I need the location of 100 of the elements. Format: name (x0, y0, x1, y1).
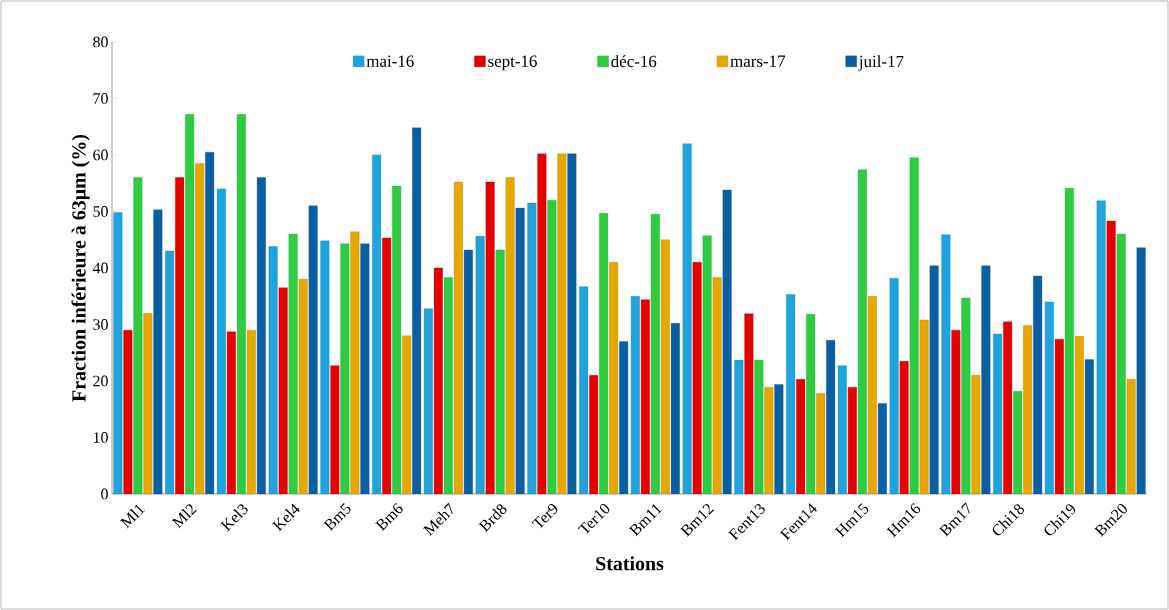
bar (153, 209, 163, 494)
bar (670, 323, 680, 494)
bar (1106, 220, 1116, 494)
bar (360, 243, 370, 494)
y-tick-label: 20 (93, 375, 108, 387)
bar (971, 375, 981, 494)
bar (857, 169, 867, 494)
bar (1096, 200, 1106, 494)
y-tick-label: 0 (101, 488, 108, 500)
bar (837, 365, 847, 494)
bar (609, 262, 619, 494)
bar (1074, 336, 1084, 494)
bar (692, 262, 702, 494)
x-tick-label: Ml2 (171, 504, 197, 529)
bar (185, 114, 195, 494)
bar (402, 335, 412, 494)
legend-label: mars-17 (730, 55, 786, 67)
bar (660, 239, 670, 494)
bar (640, 299, 650, 494)
bar (133, 177, 143, 494)
bar (1023, 325, 1033, 494)
bar (981, 265, 991, 494)
bar (961, 297, 971, 494)
bar (123, 329, 133, 494)
bar (1084, 359, 1094, 494)
bar (505, 177, 515, 494)
bar (909, 157, 919, 494)
bar (320, 240, 330, 494)
y-tick-label: 30 (93, 319, 108, 330)
bar (899, 361, 909, 494)
y-axis-title: Fraction inférieure à 63µm (%) (71, 134, 90, 402)
y-tick-label: 70 (93, 93, 108, 104)
bar (195, 163, 205, 494)
bar (786, 294, 796, 494)
bar (288, 233, 298, 494)
bar (1044, 301, 1054, 494)
bar (796, 379, 806, 494)
x-axis-title: Stations (596, 556, 664, 571)
bar (175, 177, 185, 494)
bar (1116, 233, 1126, 494)
bar (453, 181, 463, 494)
bar (547, 200, 557, 494)
bar (350, 231, 360, 494)
bar (929, 265, 939, 494)
legend-label: juil-17 (858, 55, 904, 71)
bar (1054, 339, 1064, 494)
bar (256, 177, 266, 494)
bar (298, 279, 308, 494)
bar (650, 214, 660, 494)
y-tick-label: 50 (93, 206, 108, 217)
bar (485, 181, 495, 494)
bar (433, 267, 443, 494)
bar (589, 375, 599, 494)
bar (754, 359, 764, 494)
bar (774, 384, 784, 494)
bar (113, 212, 123, 494)
bar (806, 314, 816, 494)
bar (226, 331, 236, 494)
bar (1033, 275, 1043, 494)
bar (1003, 321, 1013, 494)
bar (826, 340, 836, 494)
bar (463, 249, 473, 494)
bar (216, 188, 226, 494)
y-tick-label: 10 (93, 432, 108, 443)
bar (330, 365, 340, 494)
bar (1064, 188, 1074, 494)
bar (951, 329, 961, 494)
bar (372, 154, 382, 494)
y-tick-label: 60 (93, 149, 108, 161)
bar (567, 153, 577, 494)
x-tick-label: Ter9 (531, 503, 558, 529)
bar (143, 313, 153, 494)
bar (423, 308, 433, 494)
bar (993, 333, 1003, 494)
bar (236, 114, 246, 494)
bar (557, 153, 567, 494)
bar (340, 243, 350, 494)
bar (382, 237, 392, 494)
bar (877, 403, 887, 494)
bar (308, 205, 318, 494)
y-tick-label: 80 (93, 36, 108, 48)
bar (246, 329, 256, 494)
bar (702, 235, 712, 494)
bar (412, 127, 422, 494)
bar (1126, 379, 1136, 494)
bar (722, 189, 732, 494)
bar (599, 213, 609, 494)
bar (579, 286, 589, 494)
bar (889, 278, 899, 494)
bar (764, 387, 774, 494)
bar (941, 234, 951, 494)
bar (744, 313, 754, 494)
bar (515, 207, 525, 494)
bar (619, 341, 629, 494)
bar (268, 246, 278, 494)
bar (165, 250, 175, 494)
bar (1013, 391, 1023, 494)
bar (682, 143, 692, 494)
bar (205, 152, 215, 494)
bar (537, 153, 547, 494)
